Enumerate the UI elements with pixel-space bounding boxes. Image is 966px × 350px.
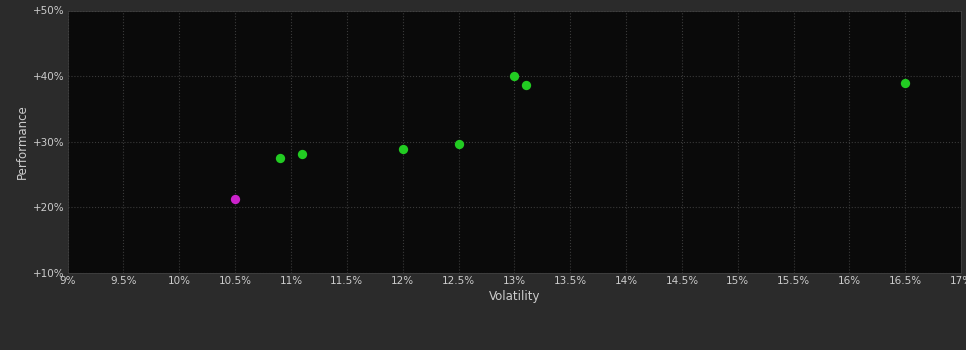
- Point: [395, 146, 411, 152]
- Point: [227, 196, 242, 202]
- Point: [518, 83, 533, 88]
- Point: [272, 155, 288, 161]
- X-axis label: Volatility: Volatility: [489, 290, 540, 303]
- Point: [295, 152, 310, 157]
- Y-axis label: Performance: Performance: [16, 104, 29, 179]
- Point: [451, 141, 467, 147]
- Point: [507, 74, 523, 79]
- Point: [897, 80, 913, 85]
